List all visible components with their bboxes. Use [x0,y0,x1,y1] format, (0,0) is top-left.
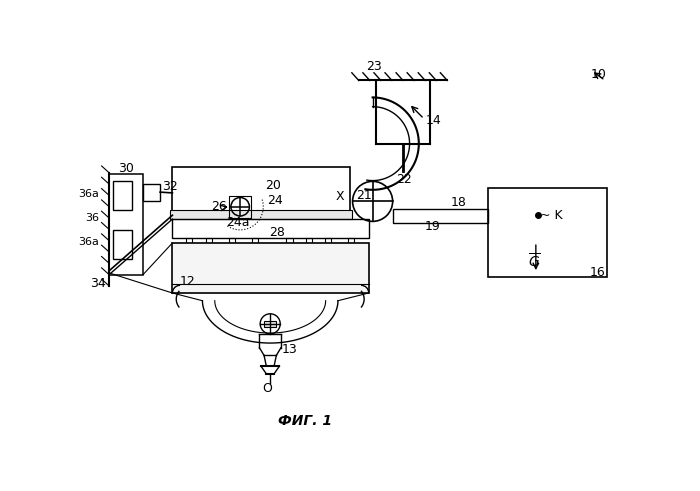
Bar [170,210,352,219]
Text: X: X [336,190,344,203]
Bar [186,238,193,243]
Bar [206,238,211,243]
Text: 21: 21 [356,190,372,202]
Text: ~ K: ~ K [540,209,563,222]
Bar [229,238,234,243]
Text: 24: 24 [267,194,283,207]
Bar [286,238,293,243]
Text: ФИГ. 1: ФИГ. 1 [278,414,332,428]
Text: 12: 12 [180,275,196,288]
Text: 36a: 36a [78,189,99,199]
Text: 26: 26 [211,200,227,213]
Bar [109,174,144,274]
Text: 16: 16 [589,267,605,279]
Bar [306,238,312,243]
Bar [172,219,369,238]
Text: 13: 13 [281,343,298,355]
Text: 18: 18 [452,196,467,209]
Bar [113,181,132,210]
Bar [144,184,160,201]
Text: 23: 23 [366,60,382,73]
Text: 24a: 24a [226,216,250,229]
Text: 20: 20 [265,180,281,192]
Bar [113,230,132,259]
Text: 10: 10 [591,68,607,81]
Bar [172,167,349,219]
Bar [230,196,251,218]
Text: 19: 19 [424,220,440,233]
Bar [393,209,488,223]
Text: 36: 36 [85,213,99,223]
Text: 34: 34 [90,277,106,290]
Text: 32: 32 [162,180,177,193]
Bar [172,243,369,293]
Bar [252,238,258,243]
Bar [488,188,608,277]
Text: 22: 22 [396,173,412,186]
Text: 36a: 36a [78,237,99,247]
Text: 14: 14 [426,114,442,127]
Text: O: O [262,382,272,395]
Text: 30: 30 [118,162,134,175]
Bar [348,238,354,243]
Text: $\overline{G}$: $\overline{G}$ [528,252,541,271]
Text: 28: 28 [269,226,284,239]
Bar [264,321,276,327]
Bar [325,238,331,243]
